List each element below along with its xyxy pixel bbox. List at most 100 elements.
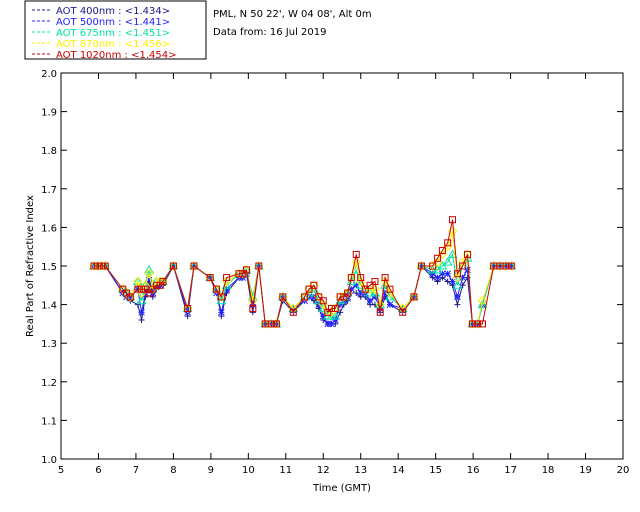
square-marker (399, 308, 407, 316)
axis-ticks: 5 6 7 8 9 10 11 12 13 14 15 16 17 18 19 20 1.0 1.1 1.2 1.3 1… (41, 69, 629, 476)
square-marker (149, 285, 157, 293)
diamond-marker (133, 276, 143, 287)
data-point (381, 274, 389, 282)
legend-item: AOT 675nm : <1.451> (32, 28, 170, 39)
data-point (272, 320, 280, 328)
data-point (410, 293, 418, 301)
data-point (361, 285, 369, 293)
y-tick-label: 1.2 (41, 378, 57, 389)
square-marker (376, 308, 384, 316)
x-tick-label: 19 (579, 465, 592, 476)
x-tick-label: 17 (504, 465, 517, 476)
square-marker (249, 304, 257, 312)
data-point (439, 270, 446, 278)
square-marker (417, 262, 425, 270)
data-point (136, 295, 147, 305)
chart-title-line-1: PML, N 50 22', W 04 08', Alt 0m (213, 9, 372, 20)
star-marker (454, 293, 461, 301)
square-marker (386, 285, 394, 293)
square-marker (464, 250, 472, 258)
diamond-marker (477, 296, 488, 306)
data-point (184, 304, 192, 312)
data-point (144, 269, 154, 279)
triangle-marker (452, 280, 463, 289)
data-point (330, 311, 341, 320)
x-tick-label: 10 (242, 465, 255, 476)
data-point (352, 250, 360, 258)
star-marker (444, 270, 452, 278)
data-point (169, 262, 177, 270)
data-point (310, 293, 318, 301)
star-marker (310, 293, 318, 301)
data-point (474, 320, 482, 328)
data-point (132, 276, 143, 285)
star-marker (348, 285, 355, 293)
x-tick-label: 7 (133, 465, 139, 476)
chart-title-line-2: Data from: 16 Jul 2019 (213, 27, 326, 38)
data-point (301, 293, 309, 301)
data-point (348, 285, 355, 293)
plus-marker (371, 301, 378, 308)
data-point (324, 308, 332, 316)
square-marker (272, 320, 280, 328)
x-tick-label: 12 (317, 465, 330, 476)
square-marker (126, 293, 134, 301)
square-marker (434, 254, 442, 262)
square-marker (347, 274, 355, 282)
data-point (138, 317, 145, 324)
data-point (159, 277, 167, 285)
data-point (138, 285, 146, 293)
data-point (381, 289, 389, 297)
y-tick-label: 1.9 (41, 108, 57, 119)
data-point (249, 304, 257, 312)
data-point (190, 262, 198, 270)
data-point (357, 289, 365, 297)
star-marker (328, 320, 335, 328)
square-marker (141, 285, 149, 293)
square-marker (507, 262, 515, 270)
data-point (454, 293, 461, 301)
data-point (331, 304, 339, 312)
star-marker (352, 281, 360, 289)
data-point (97, 262, 105, 270)
square-marker (331, 304, 339, 312)
y-tick-label: 1.6 (41, 223, 57, 234)
data-point (94, 262, 102, 270)
x-tick-label: 11 (279, 465, 292, 476)
triangle-marker (140, 280, 151, 289)
y-tick-label: 2.0 (41, 69, 57, 80)
plus-marker (249, 309, 256, 316)
data-point (429, 262, 437, 270)
square-marker (381, 274, 389, 282)
square-marker (310, 281, 318, 289)
triangle-marker (375, 299, 386, 309)
square-marker (242, 266, 250, 274)
diamond-marker (375, 299, 385, 310)
data-point (453, 270, 461, 278)
square-marker (123, 289, 131, 297)
square-marker (223, 274, 231, 282)
data-point (145, 289, 153, 297)
legend-item: AOT 1020nm : <1.454> (32, 50, 176, 61)
x-tick-label: 20 (617, 465, 630, 476)
data-point (344, 289, 352, 297)
square-marker (255, 262, 263, 270)
square-marker (217, 293, 225, 301)
triangle-marker (330, 311, 341, 320)
square-marker (101, 262, 109, 270)
triangle-marker (477, 299, 488, 309)
star-marker (439, 270, 446, 278)
data-point (366, 297, 374, 305)
data-point (223, 274, 231, 282)
square-marker (134, 285, 142, 293)
square-marker (279, 293, 287, 301)
data-point (452, 280, 463, 289)
square-marker (145, 289, 153, 297)
square-marker (319, 297, 327, 305)
y-tick-label: 1.3 (41, 339, 57, 350)
data-point (242, 266, 250, 274)
data-point (371, 301, 378, 308)
star-marker (434, 274, 441, 281)
data-point (123, 289, 131, 297)
